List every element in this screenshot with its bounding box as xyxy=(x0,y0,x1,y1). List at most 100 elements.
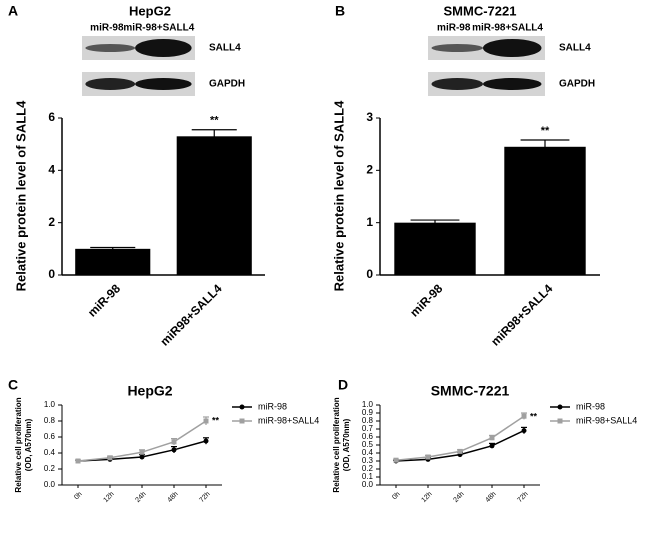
y-tick-label: 0 xyxy=(48,267,55,281)
y-tick-label: 0.8 xyxy=(362,416,374,425)
y-axis-label: Relative cell proliferation xyxy=(14,397,23,492)
marker xyxy=(171,439,177,445)
y-axis-label: Relative protein level of SALL4 xyxy=(13,100,28,291)
y-tick-label: 6 xyxy=(48,110,55,124)
marker xyxy=(171,447,177,453)
y-tick-label: 0 xyxy=(366,267,373,281)
y-tick-label: 3 xyxy=(366,110,373,124)
y-axis-label: (OD, A570nm) xyxy=(24,418,33,471)
lane-label: miR-98+SALL4 xyxy=(472,23,543,34)
bar xyxy=(75,248,151,275)
blot-band xyxy=(431,78,483,90)
y-tick-label: 0.6 xyxy=(362,432,374,441)
legend-marker xyxy=(239,418,245,424)
legend-marker xyxy=(557,418,563,424)
blot-band xyxy=(431,44,483,52)
panel-label: C xyxy=(8,377,18,393)
chart-title: SMMC-7221 xyxy=(444,3,517,18)
marker xyxy=(393,457,399,463)
x-tick-label: miR98+SALL4 xyxy=(488,281,555,348)
legend-label: miR-98 xyxy=(576,401,605,411)
x-tick-label: miR-98 xyxy=(407,281,445,319)
marker xyxy=(489,435,495,441)
protein-label: GAPDH xyxy=(209,79,245,90)
blot-band xyxy=(482,78,542,90)
marker xyxy=(489,443,495,449)
marker xyxy=(139,454,145,460)
y-tick-label: 0.8 xyxy=(44,416,56,425)
x-tick-label: miR98+SALL4 xyxy=(157,281,224,348)
y-axis-label: Relative protein level of SALL4 xyxy=(331,100,346,291)
legend-label: miR-98+SALL4 xyxy=(258,415,319,425)
y-tick-label: 2 xyxy=(366,163,373,177)
x-tick-label: 0h xyxy=(391,491,402,502)
y-tick-label: 0.7 xyxy=(362,424,374,433)
y-tick-label: 0.9 xyxy=(362,408,374,417)
x-tick-label: 12h xyxy=(421,491,434,504)
lane-label: miR-98 xyxy=(437,23,471,34)
marker xyxy=(203,418,209,424)
legend-label: miR-98 xyxy=(258,401,287,411)
y-axis-label: (OD, A570nm) xyxy=(342,418,351,471)
panel-label: A xyxy=(8,3,18,19)
protein-label: SALL4 xyxy=(209,43,241,54)
y-tick-label: 0.4 xyxy=(362,448,374,457)
marker xyxy=(75,458,81,464)
significance-label: ** xyxy=(530,411,538,421)
marker xyxy=(521,413,527,419)
protein-label: SALL4 xyxy=(559,43,591,54)
significance-label: ** xyxy=(210,115,219,127)
x-tick-label: miR-98 xyxy=(85,281,123,319)
y-tick-label: 1.0 xyxy=(362,400,374,409)
lane-label: miR-98+SALL4 xyxy=(123,23,194,34)
blot-band xyxy=(135,78,192,90)
bar xyxy=(504,146,586,275)
y-tick-label: 0.0 xyxy=(362,480,374,489)
x-tick-label: 48h xyxy=(167,491,180,504)
y-tick-label: 0.5 xyxy=(362,440,374,449)
blot-band xyxy=(482,39,542,57)
marker xyxy=(521,428,527,434)
y-tick-label: 0.2 xyxy=(362,464,374,473)
chart-title: HepG2 xyxy=(129,3,171,18)
blot-band xyxy=(135,39,192,57)
x-tick-label: 0h xyxy=(73,491,84,502)
blot-band xyxy=(85,44,136,52)
legend-marker xyxy=(239,404,245,410)
marker xyxy=(425,454,431,460)
x-tick-label: 48h xyxy=(485,491,498,504)
chart-title: SMMC-7221 xyxy=(431,383,510,399)
y-tick-label: 0.2 xyxy=(44,464,56,473)
x-tick-label: 72h xyxy=(517,491,530,504)
blot-band xyxy=(85,78,136,90)
marker xyxy=(203,438,209,444)
y-tick-label: 2 xyxy=(48,215,55,229)
x-tick-label: 24h xyxy=(135,491,148,504)
y-tick-label: 1 xyxy=(366,215,373,229)
x-tick-label: 24h xyxy=(453,491,466,504)
y-tick-label: 0.1 xyxy=(362,472,374,481)
marker xyxy=(457,448,463,454)
chart-title: HepG2 xyxy=(127,383,172,399)
marker xyxy=(107,455,113,461)
y-tick-label: 0.4 xyxy=(44,448,56,457)
panel-label: D xyxy=(338,377,348,393)
y-tick-label: 4 xyxy=(48,163,55,177)
lane-label: miR-98 xyxy=(90,23,124,34)
protein-label: GAPDH xyxy=(559,79,595,90)
bar xyxy=(176,136,252,275)
significance-label: ** xyxy=(212,415,220,425)
y-tick-label: 0.6 xyxy=(44,432,56,441)
bar xyxy=(394,222,476,275)
y-tick-label: 1.0 xyxy=(44,400,56,409)
panel-label: B xyxy=(335,3,345,19)
significance-label: ** xyxy=(541,125,550,137)
y-tick-label: 0.0 xyxy=(44,480,56,489)
legend-label: miR-98+SALL4 xyxy=(576,415,637,425)
x-tick-label: 12h xyxy=(103,491,116,504)
y-axis-label: Relative cell proliferation xyxy=(332,397,341,492)
y-tick-label: 0.3 xyxy=(362,456,374,465)
x-tick-label: 72h xyxy=(199,491,212,504)
legend-marker xyxy=(557,404,563,410)
